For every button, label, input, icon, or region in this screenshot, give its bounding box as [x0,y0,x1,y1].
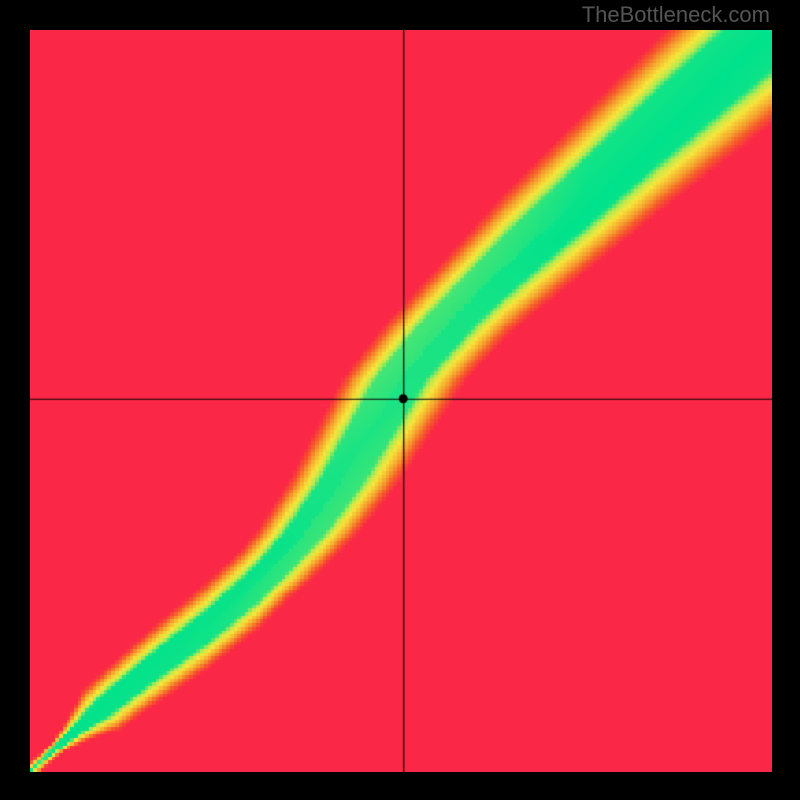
bottleneck-heatmap [30,30,772,772]
watermark-text: TheBottleneck.com [582,2,770,28]
chart-container: TheBottleneck.com [0,0,800,800]
